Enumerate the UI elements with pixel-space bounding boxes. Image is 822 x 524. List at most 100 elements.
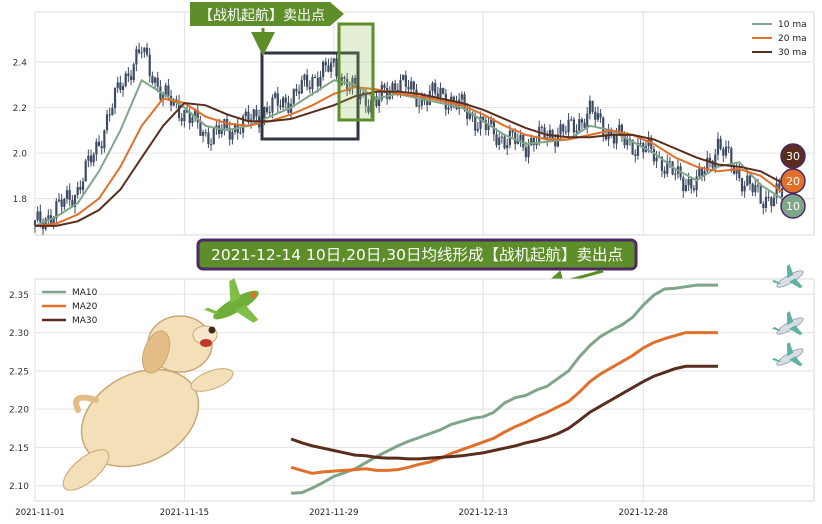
candle-body xyxy=(631,139,634,155)
candle-body xyxy=(156,77,159,87)
candle-body xyxy=(540,126,543,128)
candle-body xyxy=(161,94,165,100)
candle-body xyxy=(364,92,367,107)
candle-body xyxy=(303,74,306,80)
candle-body xyxy=(322,61,325,77)
candle-body xyxy=(495,134,498,145)
candle-body xyxy=(76,186,79,195)
candle-body xyxy=(92,154,95,163)
candle-body xyxy=(500,136,503,138)
candle-body xyxy=(319,76,322,87)
top-ytick-label: 2.2 xyxy=(13,104,27,114)
candle-body xyxy=(65,190,69,199)
candle-body xyxy=(780,188,784,197)
candle-body xyxy=(602,117,605,136)
bottom-legend: MA10 MA20 MA30 xyxy=(42,288,98,326)
candle-body xyxy=(519,134,522,141)
candle-body xyxy=(740,177,744,192)
candle-body xyxy=(583,122,586,128)
bottom-xtick-label: 2021-11-15 xyxy=(160,508,209,518)
candle-body xyxy=(292,88,295,104)
candle-body xyxy=(426,101,429,106)
candle-body xyxy=(436,93,439,98)
badge-30-circle xyxy=(780,143,806,169)
candle-body xyxy=(391,83,394,93)
candle-body xyxy=(167,85,170,96)
candle-body xyxy=(314,77,317,79)
top-plot-frame xyxy=(34,11,815,236)
candle-body xyxy=(271,97,274,113)
candle-body xyxy=(220,128,223,135)
candle-body xyxy=(306,74,309,87)
candle-body xyxy=(527,145,530,158)
consolidation-box xyxy=(260,51,360,141)
candle-body xyxy=(490,119,493,124)
candle-body xyxy=(772,197,776,207)
candle-body xyxy=(324,61,327,66)
candle-body xyxy=(778,183,781,189)
candle-body xyxy=(418,105,421,107)
candle-body xyxy=(682,177,685,191)
candle-body xyxy=(498,137,501,145)
candle-body xyxy=(562,124,565,132)
candle-body xyxy=(81,181,85,190)
candle-body xyxy=(137,49,141,53)
dog-nose xyxy=(208,326,216,334)
candle-body xyxy=(73,194,77,208)
candle-body xyxy=(274,93,277,98)
legend-label-ma30: MA30 xyxy=(72,316,98,326)
candle-body xyxy=(724,146,728,156)
candle-body xyxy=(148,54,151,76)
signal-banner-bg xyxy=(196,238,638,271)
candle-body xyxy=(484,120,487,130)
candle-body xyxy=(108,114,111,116)
candle-body xyxy=(87,155,90,161)
candle-body xyxy=(663,170,666,174)
legend-label-ma10: MA10 xyxy=(72,288,98,298)
candle-body xyxy=(36,211,39,221)
top-price-panel: 2.4 2.2 2.0 1.8 【战机起航】卖出点 10 ma 20 ma 30 ma… xyxy=(13,2,815,236)
candle-body xyxy=(124,73,127,87)
candle-body xyxy=(252,109,255,120)
candle-body xyxy=(359,95,362,100)
candle-body xyxy=(714,154,717,168)
candle-body xyxy=(97,141,101,147)
candle-body xyxy=(265,107,269,113)
candle-body xyxy=(711,160,714,168)
candle-body xyxy=(105,114,109,131)
plane-icon-ma10 xyxy=(771,264,804,289)
candle-body xyxy=(479,116,482,129)
candle-body xyxy=(623,135,626,146)
candle-body xyxy=(228,128,231,140)
top-ytick-label: 2.0 xyxy=(13,150,28,160)
candle-body xyxy=(754,185,757,193)
candle-body xyxy=(127,73,130,77)
candle-body xyxy=(300,79,303,94)
top-legend-label-20: 20 ma xyxy=(778,34,807,44)
candle-body xyxy=(332,58,335,63)
candle-body xyxy=(455,101,458,110)
candle-body xyxy=(60,199,63,207)
candle-body xyxy=(394,83,397,90)
candle-body xyxy=(596,113,600,120)
candle-body xyxy=(684,185,688,191)
candle-body xyxy=(591,100,594,112)
candle-body xyxy=(511,130,514,133)
top-ma-line-10 xyxy=(34,78,783,227)
candle-body xyxy=(751,183,754,193)
dog-tail xyxy=(73,394,99,413)
candle-body xyxy=(164,85,167,95)
candle-body xyxy=(199,122,202,136)
candle-body xyxy=(263,107,266,119)
candle-body xyxy=(476,128,479,131)
candle-body xyxy=(567,119,570,133)
candle-body xyxy=(738,169,741,178)
candle-body xyxy=(447,107,450,110)
bottom-xtick-label: 2021-11-29 xyxy=(309,508,358,518)
candle-body xyxy=(135,49,138,65)
candle-body xyxy=(212,128,215,145)
candle-body xyxy=(743,185,746,192)
end-plane-icons xyxy=(771,264,804,367)
candle-body xyxy=(439,87,442,98)
candle-body xyxy=(564,131,567,133)
